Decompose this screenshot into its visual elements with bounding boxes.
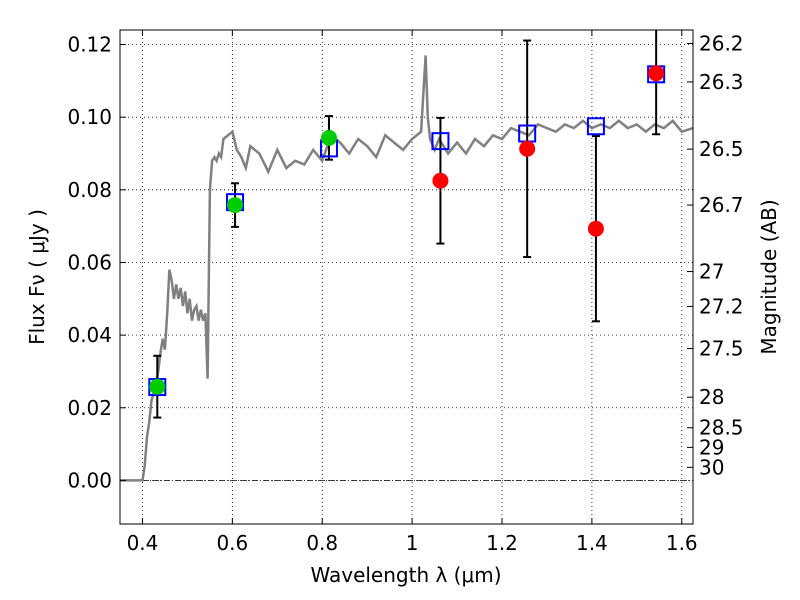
model-point-3 — [431, 132, 450, 151]
right-tick-label-2: 26.5 — [699, 137, 744, 161]
x-tick-label-4: 1.2 — [486, 531, 518, 555]
plot-background — [120, 30, 693, 524]
x-axis-ticks: 0.4 0.6 0.8 1 1.2 1.4 1.6 — [127, 30, 698, 555]
y-tick-label-6: 0.12 — [67, 33, 112, 57]
y-tick-label-2: 0.04 — [67, 323, 112, 347]
model-point-5 — [586, 117, 605, 136]
x-tick-label-0: 0.4 — [127, 531, 159, 555]
right-tick-label-0: 26.2 — [699, 31, 744, 55]
right-tick-label-9: 29 — [699, 435, 724, 459]
y-tick-label-4: 0.08 — [67, 178, 112, 202]
faint-point-0 — [432, 172, 449, 189]
y-axis-label: Flux Fν ( μJy ) — [25, 209, 49, 345]
y-tick-label-3: 0.06 — [67, 250, 112, 274]
x-tick-label-2: 0.8 — [306, 531, 338, 555]
right-tick-label-1: 26.3 — [699, 70, 744, 94]
plot-area — [120, 30, 693, 482]
y-tick-label-5: 0.10 — [67, 105, 112, 129]
right-tick-label-5: 27.2 — [699, 294, 744, 318]
plot-frame — [119, 29, 694, 525]
x-tick-label-5: 1.4 — [576, 531, 608, 555]
x-tick-label-1: 0.6 — [216, 531, 248, 555]
right-tick-label-8: 28.5 — [699, 416, 744, 440]
y-tick-label-0: 0.00 — [67, 468, 112, 492]
detection-point-0 — [149, 378, 166, 395]
y-axis-ticks: 0.00 0.02 0.04 0.06 0.08 0.10 0.12 — [67, 33, 126, 492]
observed-point-markers — [149, 65, 665, 395]
right-axis-label: Magnitude (AB) — [757, 199, 781, 354]
right-tick-label-7: 28 — [699, 385, 724, 409]
faint-point-1 — [519, 140, 536, 157]
faint-point-2 — [587, 220, 604, 237]
detection-point-2 — [320, 129, 337, 146]
model-sed-line — [120, 55, 693, 482]
right-tick-label-10: 30 — [699, 455, 724, 479]
detection-point-1 — [227, 197, 244, 214]
x-axis-label: Wavelength λ (μm) — [310, 563, 501, 587]
right-tick-label-6: 27.5 — [699, 337, 744, 361]
right-tick-label-3: 26.7 — [699, 193, 744, 217]
y-tick-label-1: 0.02 — [67, 396, 112, 420]
right-tick-label-4: 27 — [699, 260, 724, 284]
faint-point-3 — [648, 65, 665, 82]
x-tick-label-3: 1 — [406, 531, 419, 555]
x-tick-label-6: 1.6 — [666, 531, 698, 555]
